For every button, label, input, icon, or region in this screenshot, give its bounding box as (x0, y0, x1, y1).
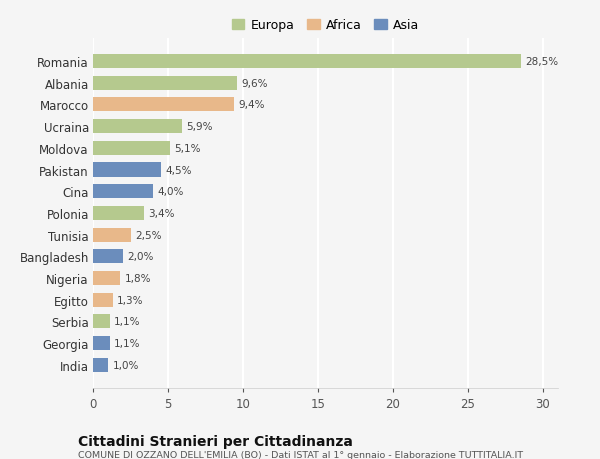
Text: 5,1%: 5,1% (174, 144, 200, 153)
Bar (93, 207, 144, 220)
Text: COMUNE DI OZZANO DELL'EMILIA (BO) - Dati ISTAT al 1° gennaio - Elaborazione TUTT: COMUNE DI OZZANO DELL'EMILIA (BO) - Dati… (78, 450, 523, 459)
Text: 2,0%: 2,0% (128, 252, 154, 262)
Text: 1,3%: 1,3% (117, 295, 143, 305)
Text: 4,5%: 4,5% (165, 165, 191, 175)
Bar (93, 120, 182, 134)
Bar (93, 271, 120, 285)
Text: 9,6%: 9,6% (241, 78, 268, 89)
Text: 9,4%: 9,4% (239, 100, 265, 110)
Bar (93, 293, 113, 307)
Text: 3,4%: 3,4% (149, 208, 175, 218)
Bar (93, 336, 110, 350)
Text: 1,1%: 1,1% (114, 317, 140, 327)
Bar (93, 358, 108, 372)
Text: 5,9%: 5,9% (186, 122, 212, 132)
Text: 4,0%: 4,0% (157, 187, 184, 197)
Bar (93, 163, 161, 177)
Bar (93, 185, 153, 199)
Text: 1,1%: 1,1% (114, 338, 140, 348)
Text: Cittadini Stranieri per Cittadinanza: Cittadini Stranieri per Cittadinanza (78, 434, 353, 448)
Text: 1,0%: 1,0% (113, 360, 139, 370)
Bar (93, 55, 521, 69)
Bar (93, 228, 131, 242)
Bar (93, 98, 234, 112)
Bar (93, 77, 237, 90)
Legend: Europa, Africa, Asia: Europa, Africa, Asia (228, 16, 423, 36)
Text: 1,8%: 1,8% (125, 274, 151, 283)
Bar (93, 141, 170, 156)
Bar (93, 314, 110, 329)
Text: 2,5%: 2,5% (135, 230, 161, 240)
Text: 28,5%: 28,5% (525, 57, 558, 67)
Bar (93, 250, 123, 264)
